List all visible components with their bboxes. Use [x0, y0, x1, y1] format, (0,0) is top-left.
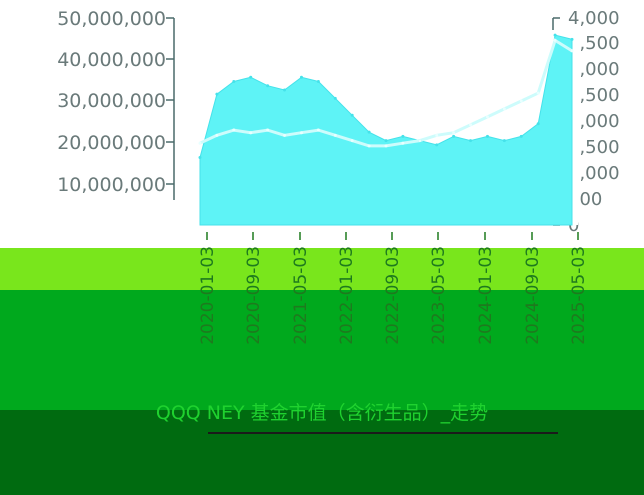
plot-area	[190, 30, 578, 226]
series-1-point	[418, 139, 422, 143]
series-0-point	[435, 143, 439, 147]
series-1-point	[452, 131, 456, 135]
legend	[208, 432, 558, 456]
series-0-point	[536, 122, 540, 126]
x-tick-label: 2023-05-03	[429, 246, 449, 345]
series-0-point	[384, 139, 388, 143]
series-0-point	[333, 96, 337, 100]
x-tick-label: 2025-05-03	[569, 246, 589, 345]
series-0-point	[469, 139, 473, 143]
series-1-point	[350, 139, 354, 143]
y-tick-right-label: 2,500	[568, 85, 620, 106]
series-0-point	[519, 134, 523, 138]
x-tick-label: 2020-01-03	[198, 246, 218, 345]
series-1-point	[435, 133, 439, 137]
y-tick-right-label: 1,000	[568, 163, 620, 184]
series-0-point	[553, 33, 557, 37]
y-axis-left: 50,000,000 40,000,000 30,000,000 20,000,000…	[57, 8, 175, 200]
x-tick-label: 2024-01-03	[476, 246, 496, 345]
series-1-point	[553, 38, 557, 42]
series-0-point	[215, 92, 219, 96]
y-tick-left-label: 30,000,000	[57, 90, 166, 112]
series-1-point	[232, 128, 236, 132]
series-0-point	[266, 84, 270, 88]
series-0-point	[570, 37, 574, 41]
series-1-point	[333, 133, 337, 137]
chart-title: QQQ NEY 基金市值（含衍生品）_走势	[155, 402, 489, 424]
series-0-area	[199, 34, 573, 226]
series-0-point	[485, 134, 489, 138]
series-1-point	[283, 133, 287, 137]
x-axis: 2020-01-03 2020-09-03 2021-05-03 2022-01-03…	[198, 232, 589, 345]
series-1-point	[299, 131, 303, 135]
series-1-point	[266, 128, 270, 132]
series-1-point	[384, 144, 388, 148]
series-0-point	[452, 134, 456, 138]
y-tick-left-label: 20,000,000	[57, 132, 166, 154]
y-tick-right-label: 3,000	[568, 59, 620, 80]
tick-band	[0, 248, 644, 290]
xaxis-band	[0, 290, 644, 410]
y-tick-right-label: 1,500	[568, 137, 620, 158]
x-tick-label: 2024-09-03	[523, 246, 543, 345]
series-1-point	[469, 123, 473, 127]
series-0-point	[367, 130, 371, 134]
y-tick-left-label: 40,000,000	[57, 49, 166, 71]
series-1-point	[570, 49, 574, 53]
series-0-point	[299, 75, 303, 79]
series-1-point	[249, 131, 253, 135]
y-tick-right-label: 4,000	[568, 8, 620, 29]
series-0-point	[249, 75, 253, 79]
y-tick-right-label: 3,500	[568, 33, 620, 54]
x-tick-label: 2022-09-03	[383, 246, 403, 345]
series-1-point	[485, 115, 489, 119]
footer-band	[0, 410, 644, 495]
series-1-point	[519, 99, 523, 103]
series-1-point	[367, 144, 371, 148]
series-0-point	[401, 134, 405, 138]
y-tick-right-label: 0	[568, 215, 579, 236]
series-1-point	[316, 128, 320, 132]
series-1-point	[401, 141, 405, 145]
series-1-point	[198, 141, 202, 145]
series-0-point	[502, 139, 506, 143]
x-tick-label: 2021-05-03	[291, 246, 311, 345]
x-tick-label: 2020-09-03	[244, 246, 264, 345]
series-0-point	[232, 80, 236, 84]
series-0-point	[316, 80, 320, 84]
series-1-point	[215, 133, 219, 137]
series-0-point	[198, 155, 202, 159]
y-tick-left-label: 50,000,000	[57, 8, 166, 30]
x-tick-label: 2022-01-03	[337, 246, 357, 345]
series-1-point	[502, 107, 506, 111]
y-tick-left-label: 10,000,000	[57, 174, 166, 196]
series-1-point	[536, 91, 540, 95]
series-0-point	[283, 88, 287, 92]
y-tick-right-label: 2,000	[568, 111, 620, 132]
series-0-point	[350, 113, 354, 117]
